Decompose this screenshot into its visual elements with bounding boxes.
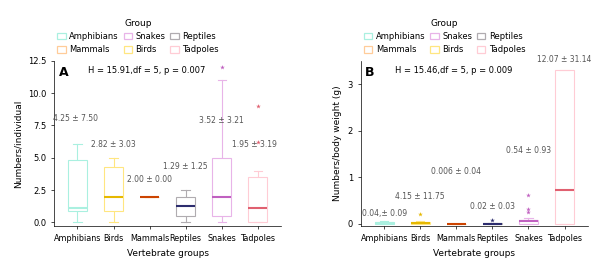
Legend: Amphibians, Mammals, Snakes, Birds, Reptiles, Tadpoles: Amphibians, Mammals, Snakes, Birds, Rept… — [54, 15, 222, 57]
Text: 12.07 ± 31.14: 12.07 ± 31.14 — [538, 55, 592, 65]
Text: H = 15.46,df = 5, p = 0.009: H = 15.46,df = 5, p = 0.009 — [395, 66, 512, 75]
Text: 0.006 ± 0.04: 0.006 ± 0.04 — [431, 168, 481, 176]
Bar — [176, 197, 195, 216]
Text: 1.95 ± 3.19: 1.95 ± 3.19 — [232, 140, 277, 149]
Text: 0.02 ± 0.03: 0.02 ± 0.03 — [470, 202, 515, 211]
Text: H = 15.91,df = 5, p = 0.007: H = 15.91,df = 5, p = 0.007 — [88, 66, 205, 75]
Text: A: A — [59, 66, 68, 79]
Y-axis label: Numbers/body weight (g): Numbers/body weight (g) — [333, 86, 342, 201]
Text: 0.04,± 0.09: 0.04,± 0.09 — [362, 209, 407, 218]
Bar — [212, 158, 231, 216]
Bar — [483, 223, 502, 224]
X-axis label: Vertebrate groups: Vertebrate groups — [127, 248, 209, 258]
Bar — [519, 220, 538, 224]
Bar — [375, 222, 394, 224]
Bar — [104, 167, 123, 211]
Text: 0.54 ± 0.93: 0.54 ± 0.93 — [506, 146, 551, 155]
Bar — [68, 160, 87, 211]
X-axis label: Vertebrate groups: Vertebrate groups — [433, 248, 515, 258]
Text: B: B — [365, 66, 375, 79]
Legend: Amphibians, Mammals, Snakes, Birds, Reptiles, Tadpoles: Amphibians, Mammals, Snakes, Birds, Rept… — [361, 15, 529, 57]
Text: 3.52 ± 3.21: 3.52 ± 3.21 — [199, 116, 244, 125]
Text: 2.00 ± 0.00: 2.00 ± 0.00 — [127, 175, 172, 184]
Text: 2.82 ± 3.03: 2.82 ± 3.03 — [91, 140, 136, 149]
Text: 4.15 ± 11.75: 4.15 ± 11.75 — [395, 192, 445, 201]
Y-axis label: Numbers/individual: Numbers/individual — [13, 99, 22, 188]
Text: 1.29 ± 1.25: 1.29 ± 1.25 — [163, 162, 208, 171]
Bar — [411, 222, 430, 224]
Text: 4.25 ± 7.50: 4.25 ± 7.50 — [53, 115, 98, 123]
Bar — [555, 70, 574, 224]
Bar — [248, 177, 267, 222]
